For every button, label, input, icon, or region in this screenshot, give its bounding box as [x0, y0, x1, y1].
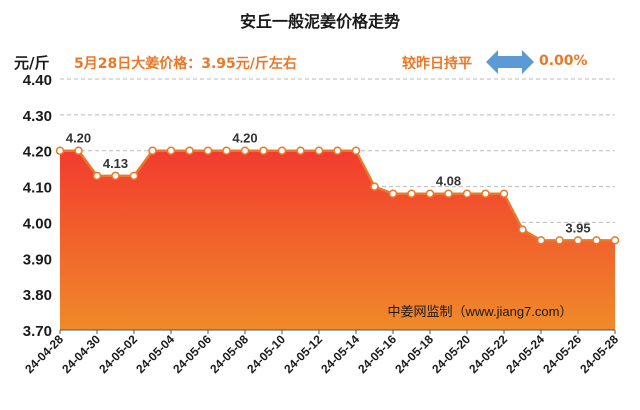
x-tick-label: 24-05-26 [540, 332, 584, 376]
x-tick-label: 24-04-30 [59, 332, 103, 376]
data-labels: 4.20 4.13 4.20 4.08 3.95 [66, 131, 591, 236]
data-point [573, 236, 583, 245]
data-point [129, 171, 139, 181]
data-point [407, 189, 416, 198]
data-point [518, 225, 527, 234]
data-point [370, 182, 379, 191]
data-point [55, 146, 65, 155]
compare-label: 较昨日持平 [402, 56, 472, 72]
double-arrow-icon [486, 50, 534, 74]
price-note: 5月28日大姜价格：3.95元/斤左右 [74, 56, 297, 72]
x-tick-label: 24-05-28 [577, 332, 621, 376]
data-point [240, 146, 250, 155]
y-tick-labels: 4.40 4.30 4.20 4.10 4.00 3.90 3.80 3.70 [23, 72, 52, 340]
data-point [74, 146, 83, 155]
y-axis-unit: 元/斤 [14, 54, 50, 72]
data-point [499, 189, 509, 198]
y-tick-label: 3.90 [23, 251, 52, 268]
data-point [425, 189, 435, 198]
data-point [166, 146, 176, 155]
watermark: 中姜网监制（www.jiang7.com） [388, 304, 573, 319]
data-point [222, 146, 231, 155]
y-tick-label: 4.40 [23, 72, 52, 89]
chart-title: 安丘一般泥姜价格走势 [239, 12, 400, 31]
y-tick-label: 4.20 [23, 144, 52, 161]
change-percent: 0.00% [539, 53, 588, 69]
x-tick-label: 24-05-18 [392, 332, 436, 376]
x-tick-label: 24-05-20 [429, 332, 473, 376]
x-tick-label: 24-05-04 [133, 332, 177, 376]
x-tick-label: 24-05-14 [318, 332, 362, 376]
data-point [296, 146, 305, 155]
data-point [333, 146, 342, 155]
data-label: 3.95 [565, 220, 590, 235]
data-point [536, 236, 546, 245]
price-area [60, 150, 615, 330]
y-tick-label: 3.70 [23, 323, 52, 340]
x-tick-label: 24-05-12 [281, 332, 325, 376]
data-point [592, 236, 601, 245]
points-layer [55, 146, 620, 245]
data-point [555, 236, 564, 245]
y-tick-label: 3.80 [23, 287, 52, 304]
data-point [481, 189, 490, 198]
data-point [610, 236, 620, 245]
x-tick-label: 24-05-24 [503, 332, 547, 376]
data-point [92, 171, 102, 181]
data-point [351, 146, 361, 155]
data-label: 4.13 [103, 156, 128, 171]
x-tick-label: 24-05-22 [466, 332, 510, 376]
data-point [277, 146, 287, 155]
x-tick-labels: 24-04-2824-04-3024-05-0224-05-0424-05-06… [22, 330, 621, 376]
data-label: 4.08 [436, 174, 461, 189]
data-point [185, 146, 194, 155]
data-point [203, 146, 213, 155]
x-tick-label: 24-05-06 [170, 332, 214, 376]
x-tick-label: 24-05-08 [207, 332, 251, 376]
x-tick-label: 24-05-16 [355, 332, 399, 376]
data-point [462, 189, 472, 198]
area-layer [60, 150, 615, 330]
data-point [314, 146, 324, 155]
x-tick-label: 24-05-10 [244, 332, 288, 376]
data-point [148, 146, 157, 155]
y-tick-label: 4.30 [23, 108, 52, 125]
y-tick-label: 4.10 [23, 180, 52, 197]
data-point [111, 171, 120, 181]
x-tick-label: 24-05-02 [96, 332, 140, 376]
data-point [444, 189, 453, 198]
data-label: 4.20 [66, 131, 91, 146]
data-point [259, 146, 268, 155]
data-label: 4.20 [232, 131, 257, 146]
y-tick-label: 4.00 [23, 215, 52, 232]
data-point [388, 189, 398, 198]
